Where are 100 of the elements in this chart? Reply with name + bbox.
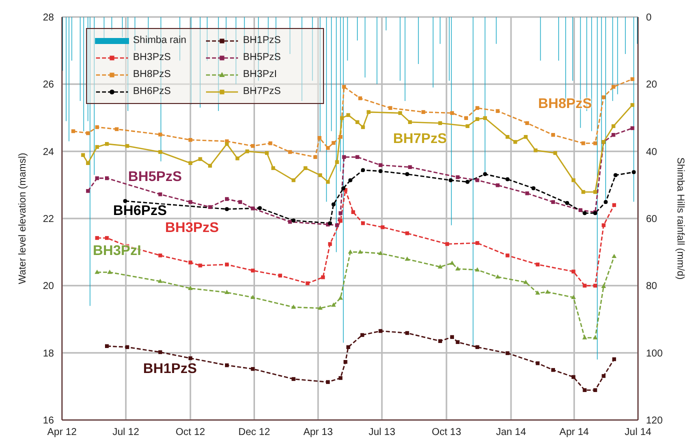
point bbox=[224, 207, 229, 212]
point bbox=[572, 178, 576, 182]
point bbox=[250, 206, 255, 210]
point bbox=[123, 199, 128, 204]
point bbox=[292, 178, 296, 182]
annotation: BH5PzS bbox=[128, 168, 182, 184]
point bbox=[292, 377, 296, 381]
point bbox=[450, 335, 454, 339]
point bbox=[264, 151, 269, 155]
point bbox=[105, 236, 109, 240]
point bbox=[81, 153, 85, 157]
point bbox=[531, 186, 536, 190]
legend-label: BH7PzS bbox=[243, 86, 281, 97]
y2-tick-label: 80 bbox=[646, 281, 658, 292]
point bbox=[94, 270, 100, 274]
point bbox=[535, 290, 540, 295]
point bbox=[612, 203, 616, 207]
point bbox=[332, 202, 336, 206]
point bbox=[612, 132, 616, 137]
y2-tick-label: 0 bbox=[646, 12, 652, 24]
point bbox=[495, 274, 500, 279]
point bbox=[571, 294, 576, 300]
legend-label: BH3PzS bbox=[133, 52, 171, 63]
point bbox=[326, 380, 330, 384]
point bbox=[335, 223, 339, 228]
annotation: BH7PzS bbox=[393, 130, 447, 146]
point bbox=[553, 151, 558, 155]
point bbox=[224, 197, 229, 201]
point bbox=[506, 134, 510, 139]
point bbox=[304, 166, 308, 170]
point bbox=[421, 110, 426, 114]
point bbox=[358, 249, 363, 254]
point bbox=[545, 289, 550, 294]
x-tick-label: Jul 12 bbox=[112, 427, 140, 438]
point bbox=[188, 161, 192, 165]
point bbox=[366, 110, 370, 114]
point bbox=[348, 178, 352, 182]
annotation: BH3PzS bbox=[165, 219, 219, 235]
y2-axis-title: Shimba Hills rainfall (mm/d) bbox=[674, 157, 686, 280]
legend-label: BH1PzS bbox=[243, 35, 281, 46]
point bbox=[318, 136, 322, 140]
point bbox=[483, 172, 488, 176]
y-tick-label: 18 bbox=[42, 348, 54, 360]
point bbox=[506, 177, 510, 182]
point bbox=[551, 132, 556, 137]
point bbox=[341, 186, 346, 190]
y-tick-label: 26 bbox=[42, 80, 54, 91]
x-tick-label: Apr 12 bbox=[47, 427, 78, 438]
point bbox=[86, 189, 90, 193]
point bbox=[572, 375, 576, 379]
point bbox=[506, 254, 510, 258]
annotation: BH6PzS bbox=[113, 202, 167, 218]
point bbox=[602, 374, 606, 378]
point bbox=[107, 270, 112, 274]
point bbox=[523, 280, 528, 284]
point bbox=[351, 210, 356, 214]
point bbox=[224, 262, 229, 266]
point bbox=[593, 190, 598, 194]
point bbox=[328, 221, 332, 226]
point bbox=[258, 206, 262, 210]
point bbox=[388, 106, 392, 110]
point bbox=[475, 241, 480, 245]
point bbox=[188, 200, 192, 204]
x-tick-label: Jul 14 bbox=[624, 427, 652, 438]
point bbox=[630, 77, 634, 82]
x-tick-label: Jul 13 bbox=[368, 427, 396, 438]
point bbox=[250, 367, 255, 371]
point bbox=[466, 180, 470, 184]
point bbox=[95, 125, 99, 130]
point bbox=[582, 335, 588, 340]
point bbox=[306, 281, 310, 286]
point bbox=[105, 176, 109, 180]
point bbox=[404, 256, 410, 261]
point bbox=[348, 249, 353, 254]
point bbox=[524, 134, 528, 139]
point bbox=[224, 363, 229, 368]
y-tick-label: 16 bbox=[42, 416, 54, 427]
y2-tick-label: 60 bbox=[646, 214, 658, 226]
point bbox=[408, 165, 412, 170]
point bbox=[158, 150, 162, 154]
point bbox=[551, 368, 556, 372]
point bbox=[380, 225, 385, 230]
point bbox=[224, 142, 229, 146]
point bbox=[292, 218, 296, 223]
point bbox=[630, 103, 634, 107]
point bbox=[188, 356, 192, 360]
point bbox=[475, 117, 480, 121]
point bbox=[551, 200, 556, 204]
point bbox=[340, 116, 344, 120]
point bbox=[614, 173, 618, 178]
point bbox=[612, 84, 616, 89]
point bbox=[536, 262, 540, 266]
point bbox=[288, 220, 292, 224]
point bbox=[525, 121, 530, 126]
point bbox=[405, 331, 410, 335]
point bbox=[95, 176, 99, 180]
point bbox=[338, 211, 342, 216]
point bbox=[438, 339, 442, 343]
point bbox=[513, 140, 518, 144]
point bbox=[86, 161, 90, 165]
